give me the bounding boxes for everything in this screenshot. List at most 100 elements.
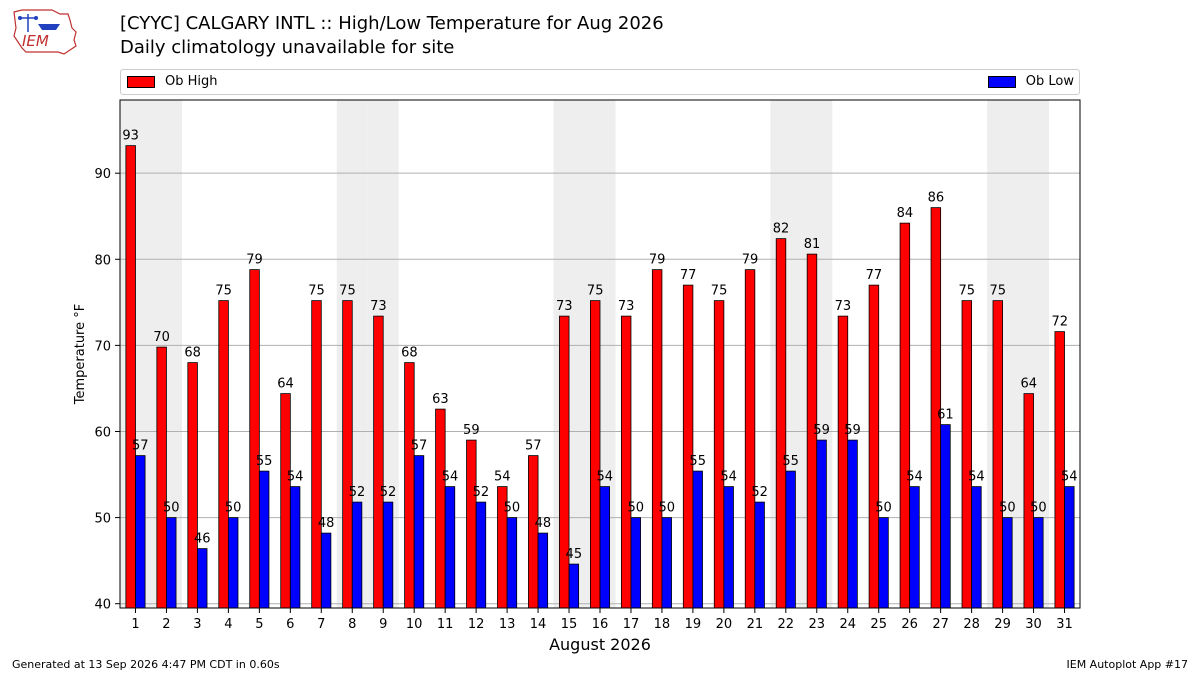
high-bar-30 [1023,393,1034,609]
low-bar-30 [1033,517,1044,609]
high-label-29: 75 [990,284,1007,299]
high-label-22: 82 [773,222,790,237]
high-label-20: 75 [711,284,728,299]
low-label-30: 50 [1030,501,1047,516]
low-bar-28 [971,486,982,609]
low-label-18: 50 [658,501,675,516]
low-bar-31 [1064,486,1075,609]
low-bar-1 [135,455,146,609]
low-label-7: 48 [318,516,335,531]
low-bar-2 [166,517,177,609]
low-bar-26 [909,486,920,609]
low-bar-22 [785,470,796,609]
x-tick-label-1: 1 [131,617,139,632]
low-bar-25 [878,517,889,609]
legend: Ob High Ob Low [120,69,1080,95]
high-bar-16 [590,300,601,609]
low-label-1: 57 [132,439,149,454]
high-bar-31 [1054,331,1065,609]
y-tick-label-60: 60 [94,425,111,440]
x-tick-label-9: 9 [379,617,387,632]
y-tick-label-90: 90 [94,167,111,182]
low-label-27: 61 [937,408,954,423]
low-label-29: 50 [999,501,1016,516]
low-label-20: 54 [720,470,737,485]
high-bar-20 [713,300,725,609]
low-bar-21 [754,501,765,609]
low-bar-17 [630,517,641,609]
weekend-bands [120,100,1050,608]
x-tick-label-21: 21 [747,617,764,632]
high-bar-22 [775,238,787,609]
low-bar-29 [1002,517,1013,609]
low-bar-7 [320,532,332,609]
low-bar-24 [847,439,858,609]
weekend-band-2 [150,100,182,608]
low-label-17: 50 [627,501,644,516]
x-tick-label-6: 6 [286,617,294,632]
low-bar-5 [258,470,270,609]
high-label-6: 64 [277,377,294,392]
high-bar-19 [682,284,694,609]
high-label-9: 73 [370,299,387,314]
x-tick-label-31: 31 [1056,617,1073,632]
low-bar-16 [599,486,611,609]
high-label-14: 57 [525,439,542,454]
legend-swatch-high [127,75,155,88]
x-axis: 1 2 3 4 5 6 7 8 9 10 11 12 13 14 15 16 17 18 19 20 21 22 23 24 2… [131,608,1073,632]
weekend-band-30 [1018,100,1050,608]
high-label-15: 73 [556,299,573,314]
x-tick-label-22: 22 [778,617,795,632]
low-label-21: 52 [751,485,768,500]
weekend-band-15 [553,100,585,608]
low-bar-13 [506,517,518,609]
high-label-1: 93 [122,129,139,144]
grid-lines [120,172,1080,605]
high-bar-21 [744,269,756,609]
high-bar-1 [125,145,136,609]
x-tick-label-24: 24 [839,617,856,632]
high-label-5: 79 [246,253,263,268]
weekend-band-29 [987,100,1019,608]
x-tick-label-3: 3 [193,617,201,632]
low-bar-20 [723,486,734,609]
x-tick-label-28: 28 [963,617,980,632]
high-label-2: 70 [153,330,170,345]
low-label-23: 59 [813,423,830,438]
x-tick-label-19: 19 [685,617,702,632]
low-bar-12 [475,501,487,609]
y-tick-label-70: 70 [94,339,111,354]
x-tick-label-5: 5 [255,617,263,632]
y-tick-label-50: 50 [94,512,111,527]
high-label-13: 54 [494,470,511,485]
low-bar-19 [692,470,703,609]
low-bar-14 [537,532,549,609]
high-bar-15 [559,315,570,609]
legend-label-low: Ob Low [1025,74,1074,89]
high-bar-28 [961,300,973,609]
weekend-band-1 [120,100,151,608]
y-tick-label-40: 40 [94,598,111,613]
high-bar-6 [280,393,291,609]
y-axis-title: Temperature °F [73,304,88,405]
x-tick-label-16: 16 [592,617,609,632]
low-label-24: 59 [844,423,861,438]
high-bar-12 [466,439,477,609]
x-tick-label-11: 11 [437,617,454,632]
x-tick-label-30: 30 [1025,617,1042,632]
x-tick-label-7: 7 [317,617,325,632]
legend-item-low: Ob Low [987,74,1074,89]
high-bar-5 [249,269,260,609]
high-bar-25 [868,284,880,609]
low-label-5: 55 [256,454,273,469]
high-label-19: 77 [680,268,697,283]
low-label-16: 54 [597,470,614,485]
high-label-28: 75 [959,284,976,299]
chart-title: [CYYC] CALGARY INTL :: High/Low Temperat… [120,12,664,60]
legend-swatch-low [987,75,1016,88]
low-bar-18 [661,517,672,609]
high-label-26: 84 [897,206,914,221]
high-label-4: 75 [215,284,232,299]
low-label-31: 54 [1061,470,1078,485]
y-tick-label-80: 80 [94,253,111,268]
